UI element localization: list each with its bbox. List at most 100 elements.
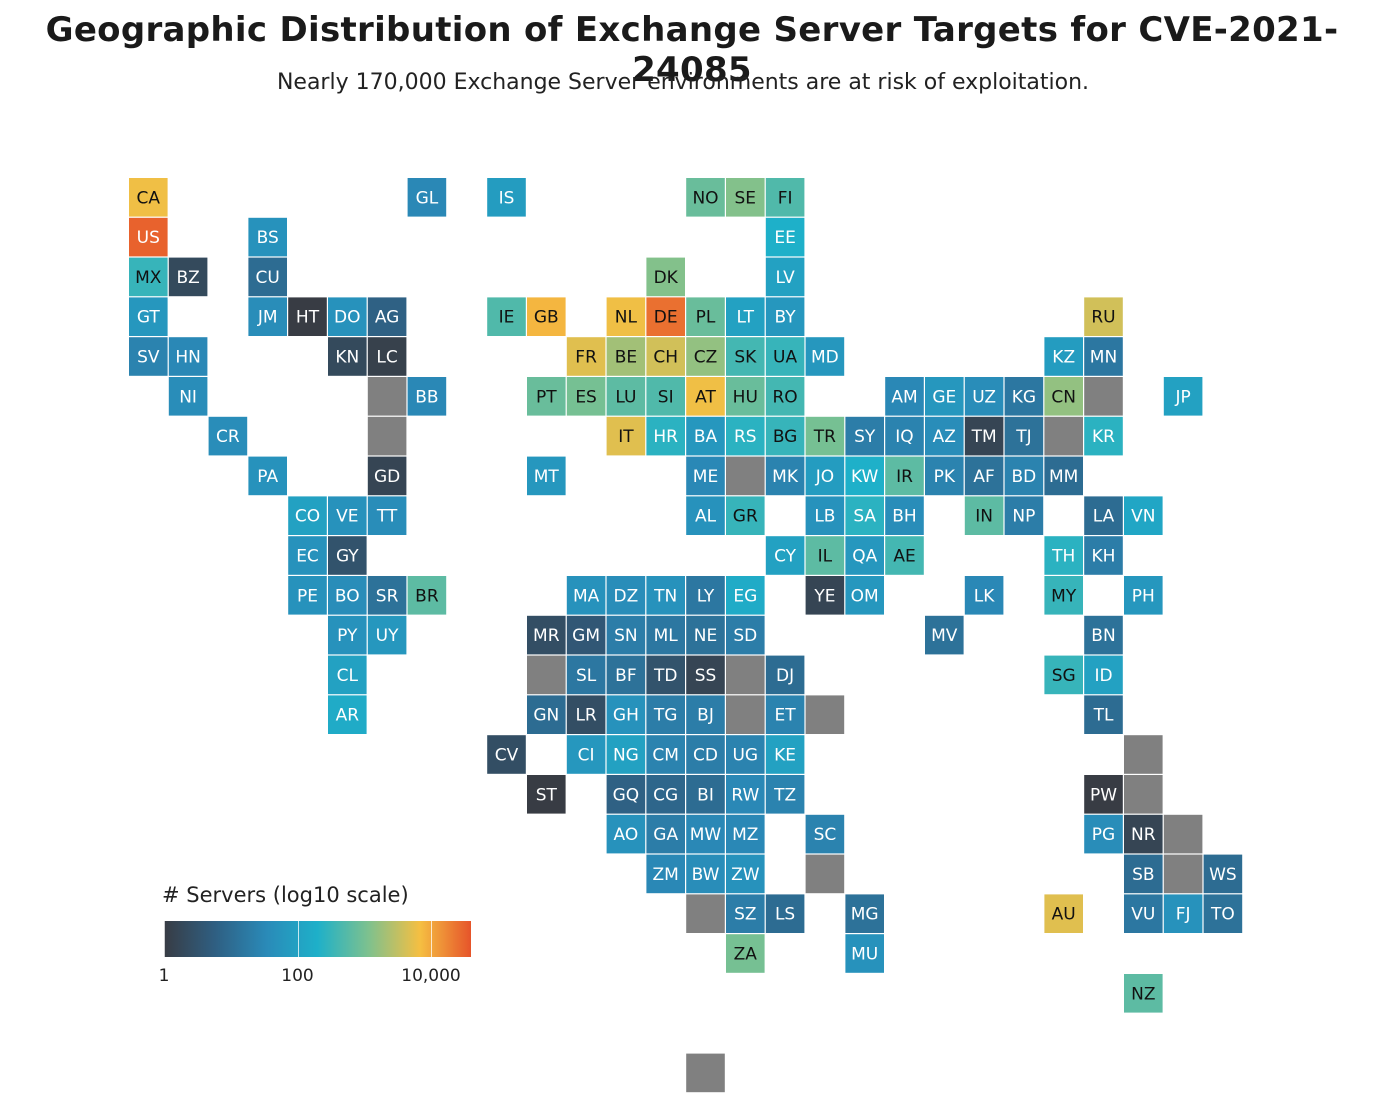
tile-cell — [1044, 655, 1083, 695]
tile-pt: PT — [527, 377, 566, 416]
tile-label: TN — [653, 586, 677, 606]
tile-kw: KW — [845, 456, 884, 496]
tile-cell — [686, 377, 725, 416]
tile-label: ES — [575, 387, 597, 407]
tile-cell — [168, 377, 208, 416]
tile-label: PA — [257, 467, 278, 487]
tile-ls: LS — [765, 894, 805, 933]
tile-cell — [765, 377, 805, 416]
tile-unlabeled — [1124, 775, 1163, 814]
tile-label: TL — [1093, 706, 1114, 726]
tile-cell — [686, 695, 725, 734]
tile-cell — [646, 297, 685, 336]
tile-pl: PL — [686, 297, 725, 336]
tile-label: JP — [1174, 387, 1190, 407]
tile-gd: GD — [367, 456, 407, 496]
tile-qa: QA — [845, 536, 884, 575]
tile-ma: MA — [566, 576, 606, 615]
tile-no: NO — [686, 178, 725, 217]
tile-label: GT — [137, 308, 161, 328]
tile-ss: SS — [686, 655, 725, 695]
tile-td: TD — [646, 655, 685, 695]
tile-jp: JP — [1163, 377, 1203, 416]
tile-label: NP — [1012, 507, 1035, 527]
tile-cell — [1163, 894, 1203, 933]
tile-cell — [726, 894, 765, 933]
tile-label: ZA — [734, 945, 758, 965]
tile-cell — [1004, 416, 1044, 456]
tile-label: LT — [737, 308, 755, 328]
tile-mu: MU — [845, 934, 884, 973]
tile-label: ZM — [653, 865, 679, 885]
tile-label: GY — [336, 547, 359, 567]
tile-label: CV — [495, 746, 519, 766]
tile-cell — [407, 178, 447, 217]
tile-label: SA — [853, 507, 876, 527]
tile-hr: HR — [646, 416, 685, 456]
tile-cell — [686, 337, 725, 376]
tile-tg: TG — [646, 695, 685, 734]
tile-label: HT — [296, 308, 320, 328]
tile-label: ZW — [731, 865, 760, 885]
tile-lt: LT — [726, 297, 765, 336]
tile-label: TZ — [773, 785, 796, 805]
tile-label: LV — [775, 268, 795, 288]
tile-unlabeled — [367, 416, 407, 456]
tile-label: GQ — [613, 785, 640, 805]
tile-label: SB — [1132, 865, 1154, 885]
tile-cell — [1203, 894, 1243, 933]
tile-cell — [1124, 735, 1163, 774]
tile-cell — [646, 655, 685, 695]
tile-cell — [726, 615, 765, 655]
tile-ar: AR — [328, 695, 367, 734]
tile-gm: GM — [566, 615, 606, 655]
tile-ga: GA — [646, 814, 685, 854]
tile-cell — [1084, 695, 1123, 734]
tile-cell — [925, 615, 964, 655]
tile-bz: BZ — [168, 257, 208, 297]
tile-cell — [885, 456, 924, 496]
tile-kg: KG — [1004, 377, 1044, 416]
tile-st: ST — [527, 775, 566, 814]
tile-label: SN — [614, 626, 638, 646]
tile-lr: LR — [566, 695, 606, 734]
tile-label: ET — [775, 706, 797, 726]
tile-cell — [566, 337, 606, 376]
tile-mm: MM — [1044, 456, 1083, 496]
tile-cell — [606, 337, 646, 376]
tile-label: NR — [1131, 825, 1156, 845]
tile-sz: SZ — [726, 894, 765, 933]
tile-cell — [1044, 416, 1083, 456]
tile-label: CA — [137, 188, 161, 208]
tile-label: LY — [697, 586, 715, 606]
tile-label: TR — [813, 427, 836, 447]
tile-cell — [646, 337, 685, 376]
tile-label: SZ — [734, 905, 756, 925]
tile-label: BY — [775, 308, 797, 328]
tile-label: DO — [334, 308, 360, 328]
tile-label: BN — [1091, 626, 1115, 646]
tile-label: CY — [774, 547, 797, 567]
tile-cell — [805, 536, 845, 575]
tile-cell — [1084, 536, 1123, 575]
tile-ng: NG — [606, 735, 646, 774]
tile-cell — [487, 297, 526, 336]
tile-ml: ML — [646, 615, 685, 655]
tile-label: SY — [854, 427, 876, 447]
tile-cell — [765, 178, 805, 217]
tile-kr: KR — [1084, 416, 1123, 456]
tile-sk: SK — [726, 337, 765, 376]
tile-cell — [686, 655, 725, 695]
tile-cell — [129, 257, 168, 297]
tile-cell — [964, 416, 1004, 456]
tile-to: TO — [1203, 894, 1243, 933]
tile-il: IL — [805, 536, 845, 575]
tile-iq: IQ — [885, 416, 924, 456]
tile-nl: NL — [606, 297, 646, 336]
tile-label: HN — [175, 348, 201, 368]
tile-label: NZ — [1131, 984, 1155, 1004]
tile-unlabeled — [1163, 814, 1203, 854]
tile-gn: GN — [527, 695, 566, 734]
tile-cell — [606, 297, 646, 336]
tile-label: SC — [814, 825, 837, 845]
